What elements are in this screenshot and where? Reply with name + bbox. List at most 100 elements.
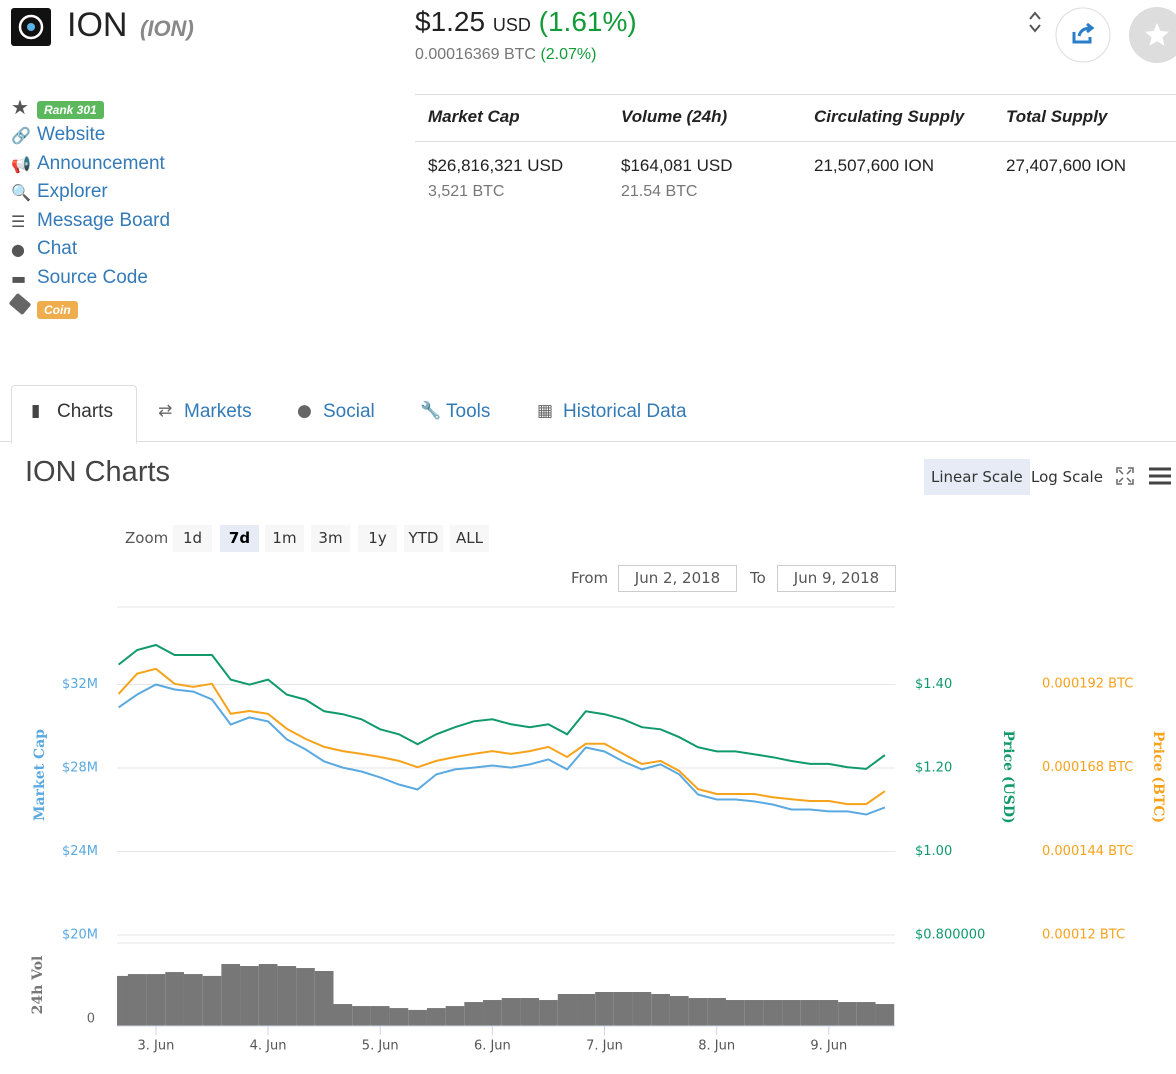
x-tick-label: 5. Jun [362, 1039, 399, 1054]
axis-title: 24h Vol [30, 956, 46, 1015]
stat-value: $164,081 USD [621, 156, 733, 175]
zoom-button[interactable]: 3m [311, 525, 350, 552]
tab-icon[interactable]: ▦ [537, 401, 554, 421]
price-change: (1.61%) [538, 6, 637, 37]
volume-bar [464, 1002, 484, 1026]
share-button[interactable] [1054, 6, 1112, 64]
x-tick-label: 6. Jun [474, 1039, 511, 1054]
volume-bar [688, 998, 708, 1026]
chart-title: ION Charts [25, 456, 171, 488]
price: $1.25 USD (1.61%) [415, 6, 637, 38]
stat-label: Volume (24h) [621, 107, 728, 126]
y-tick-label: $24M [62, 844, 98, 859]
zoom-button[interactable]: 1y [358, 525, 397, 552]
volume-bar [632, 991, 652, 1026]
volume-bar [707, 998, 727, 1026]
logo [11, 8, 51, 46]
zoom-button[interactable]: YTD [404, 525, 443, 552]
link-icon: 📢 [11, 155, 31, 174]
volume-bar [258, 964, 278, 1026]
link-icon: 🔗 [11, 126, 31, 145]
stat-value: 27,407,600 ION [1006, 156, 1127, 175]
axis-title: Price (USD) [1000, 730, 1016, 823]
tab[interactable]: Social [323, 401, 375, 422]
volume-bar [483, 1000, 502, 1026]
stat-value: $26,816,321 USD [428, 156, 564, 175]
zoom-button[interactable]: 1m [265, 525, 304, 552]
y2-tick-label: $1.00 [915, 844, 952, 859]
sidebar-link[interactable]: Message Board [37, 210, 171, 231]
volume-bar [333, 1004, 353, 1026]
volume-bar [800, 1000, 820, 1026]
tab-border [0, 441, 1176, 442]
series-line [117, 643, 886, 770]
zoom-button[interactable]: 1d [173, 525, 212, 552]
y2-tick-label: $0.800000 [915, 928, 985, 943]
link-icon: ☰ [11, 212, 26, 231]
volume-bar [314, 970, 334, 1026]
volume-bar [501, 998, 521, 1026]
tab-icon[interactable]: ⇄ [158, 401, 173, 421]
watch-button[interactable] [1128, 6, 1176, 64]
from-input[interactable]: Jun 2, 2018 [618, 565, 737, 592]
stat-label: Market Cap [428, 107, 520, 126]
axis-title: Market Cap [32, 729, 48, 821]
tab[interactable]: Historical Data [563, 401, 687, 422]
y3-tick-label: 0.000192 BTC [1042, 676, 1133, 691]
to-label: To [750, 569, 766, 587]
stats-top-border [415, 94, 1176, 95]
volume-bar [445, 1006, 465, 1026]
sidebar-link[interactable]: Chat [37, 238, 78, 259]
tab[interactable]: Charts [57, 401, 113, 422]
tab-icon[interactable]: 🔧 [420, 401, 442, 421]
y-tick-label: $28M [62, 760, 98, 775]
stat-btc: 3,521 BTC [428, 183, 505, 200]
star-icon: ★ [11, 97, 29, 119]
scale-button[interactable]: Linear Scale [924, 459, 1030, 495]
volume-bar [539, 1000, 558, 1026]
link-icon: 🔍 [11, 183, 31, 202]
volume-bar [763, 1000, 783, 1026]
volume-bar [146, 974, 166, 1026]
volume-bar [595, 991, 614, 1026]
menu-icon[interactable] [1148, 466, 1172, 486]
axis-title: Price (BTC) [1150, 731, 1166, 823]
y2-tick-label: $1.20 [915, 761, 952, 776]
volume-bar [520, 998, 540, 1026]
volume-bar [726, 1000, 745, 1026]
stats-header-border [415, 141, 1176, 142]
scale-button[interactable]: Log Scale [1031, 468, 1103, 486]
stat-label: Circulating Supply [814, 107, 965, 126]
btc-price: 0.00016369 BTC [415, 46, 536, 63]
sort-icon[interactable] [1026, 8, 1044, 36]
sidebar-link[interactable]: Website [37, 124, 106, 145]
tab[interactable]: Markets [184, 401, 252, 422]
zoom-button[interactable]: 7d [220, 525, 259, 552]
tab[interactable]: Tools [446, 401, 491, 422]
volume-bar [875, 1004, 895, 1026]
fullscreen-icon[interactable] [1115, 466, 1135, 486]
sidebar-link[interactable]: Explorer [37, 181, 108, 202]
tab-icon[interactable]: ▮ [31, 401, 41, 421]
to-input[interactable]: Jun 9, 2018 [777, 565, 896, 592]
btc-price-row: 0.00016369 BTC (2.07%) [415, 46, 596, 64]
volume-bar [744, 1000, 764, 1026]
price-usd: $1.25 [415, 6, 486, 37]
tab-icon[interactable]: ● [297, 401, 312, 421]
volume-bar [352, 1006, 371, 1026]
volume-bar [613, 991, 633, 1026]
volume-bar [296, 968, 315, 1026]
currency: USD [492, 15, 531, 35]
series-line [117, 667, 886, 806]
stat-btc: 21.54 BTC [621, 183, 698, 200]
y-tick-label: $20M [62, 928, 98, 943]
zoom-button[interactable]: ALL [450, 525, 489, 552]
sidebar-link[interactable]: Announcement [37, 153, 165, 174]
y2-tick-label: $1.40 [915, 677, 952, 692]
volume-bar [277, 966, 297, 1026]
sidebar-link[interactable]: Source Code [37, 267, 148, 288]
volume-bar [782, 1000, 801, 1026]
link-icon: ● [11, 240, 25, 259]
